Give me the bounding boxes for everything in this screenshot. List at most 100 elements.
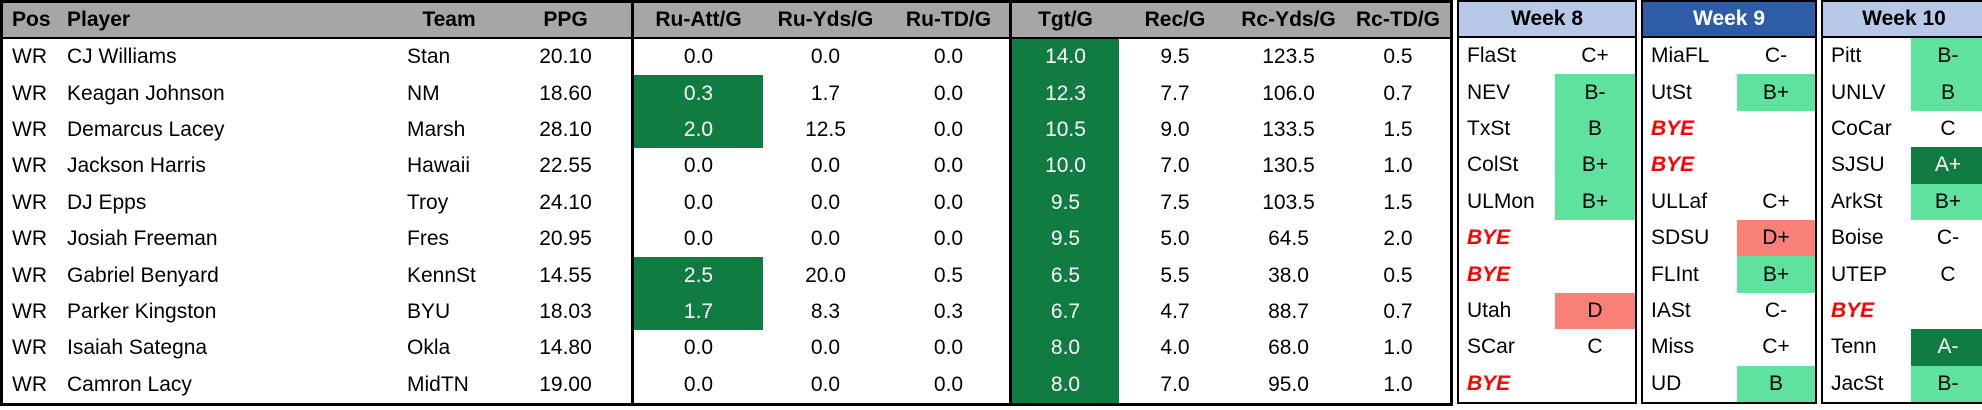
cell-ru-yds-g[interactable]: 0.0 — [810, 227, 841, 251]
header-tgt-g[interactable]: Tgt/G — [1009, 3, 1119, 39]
cell-opponent[interactable]: TxSt — [1467, 116, 1511, 140]
cell-ru-att-g[interactable]: 0.3 — [631, 75, 763, 112]
cell-opponent[interactable]: UTEP — [1831, 262, 1888, 286]
cell-ru-yds-g[interactable]: 0.0 — [810, 154, 841, 178]
header-pos[interactable]: Pos — [3, 3, 58, 39]
cell-ppg[interactable]: 14.55 — [539, 263, 592, 287]
cell-tgt-g[interactable]: 10.5 — [1009, 111, 1119, 149]
cell-tgt-g[interactable]: 10.0 — [1009, 148, 1119, 185]
cell-rc-yds-g[interactable]: 88.7 — [1268, 299, 1309, 323]
cell-rc-yds-g[interactable]: 106.0 — [1262, 81, 1315, 105]
cell-player[interactable]: Jackson Harris — [67, 154, 206, 178]
header-week8[interactable]: Week 8 — [1459, 2, 1635, 38]
cell-ru-yds-g[interactable]: 1.7 — [810, 81, 841, 105]
header-ru-td-g[interactable]: Ru-TD/G — [888, 3, 1009, 39]
cell-opponent[interactable]: Utah — [1467, 298, 1512, 322]
cell-grade[interactable]: C — [1587, 335, 1603, 359]
cell-rec-g[interactable]: 4.0 — [1160, 336, 1190, 360]
cell-tgt-g[interactable]: 6.5 — [1009, 257, 1119, 294]
cell-opponent[interactable]: SCar — [1467, 335, 1515, 359]
cell-grade[interactable] — [1555, 256, 1635, 292]
cell-ppg[interactable]: 20.95 — [539, 227, 592, 251]
header-ru-att-g[interactable]: Ru-Att/G — [631, 3, 763, 39]
cell-grade[interactable]: C — [1940, 262, 1956, 286]
cell-ru-yds-g[interactable]: 20.0 — [805, 263, 846, 287]
header-rec-g[interactable]: Rec/G — [1119, 3, 1231, 39]
cell-opponent[interactable]: ULLaf — [1651, 189, 1708, 213]
cell-team[interactable]: Hawaii — [407, 154, 471, 178]
cell-rc-td-g[interactable]: 1.0 — [1383, 154, 1413, 178]
cell-grade[interactable]: C — [1940, 116, 1956, 140]
cell-ru-td-g[interactable]: 0.0 — [933, 372, 964, 396]
cell-ru-yds-g[interactable]: 0.0 — [810, 45, 841, 69]
cell-ru-att-g[interactable]: 1.7 — [631, 293, 763, 331]
cell-rc-td-g[interactable]: 0.7 — [1383, 81, 1413, 105]
cell-tgt-g[interactable]: 8.0 — [1009, 330, 1119, 367]
cell-team[interactable]: NM — [407, 81, 440, 105]
cell-team[interactable]: KennSt — [407, 263, 476, 287]
cell-player[interactable]: Demarcus Lacey — [67, 117, 225, 141]
cell-rec-g[interactable]: 7.0 — [1160, 372, 1190, 396]
cell-grade[interactable]: B+ — [1737, 74, 1815, 111]
header-ru-yds-g[interactable]: Ru-Yds/G — [763, 3, 888, 39]
cell-player[interactable]: Keagan Johnson — [67, 81, 225, 105]
cell-rc-td-g[interactable]: 0.5 — [1383, 263, 1413, 287]
header-team[interactable]: Team — [398, 3, 500, 39]
cell-tgt-g[interactable]: 6.7 — [1009, 293, 1119, 331]
cell-ru-td-g[interactable]: 0.0 — [933, 336, 964, 360]
cell-grade[interactable]: B- — [1911, 38, 1982, 75]
cell-rc-yds-g[interactable]: 133.5 — [1262, 117, 1315, 141]
cell-player[interactable]: CJ Williams — [67, 45, 177, 69]
cell-ru-td-g[interactable]: 0.0 — [933, 117, 964, 141]
cell-player[interactable]: Camron Lacy — [67, 372, 192, 396]
cell-rec-g[interactable]: 4.7 — [1160, 299, 1190, 323]
cell-tgt-g[interactable]: 8.0 — [1009, 366, 1119, 403]
cell-ru-yds-g[interactable]: 0.0 — [810, 336, 841, 360]
cell-ppg[interactable]: 14.80 — [539, 336, 592, 360]
cell-opponent[interactable]: SJSU — [1831, 153, 1885, 177]
cell-rc-td-g[interactable]: 1.5 — [1383, 117, 1413, 141]
cell-grade[interactable] — [1737, 111, 1815, 147]
cell-opponent[interactable]: NEV — [1467, 80, 1511, 104]
cell-opponent[interactable]: JacSt — [1831, 371, 1884, 395]
cell-rec-g[interactable]: 9.5 — [1160, 45, 1190, 69]
cell-grade[interactable]: C+ — [1762, 189, 1790, 213]
cell-rc-td-g[interactable]: 1.0 — [1383, 336, 1413, 360]
cell-bye[interactable]: BYE — [1651, 116, 1695, 140]
cell-ru-att-g[interactable]: 0.0 — [631, 148, 763, 185]
cell-ru-att-g[interactable]: 0.0 — [631, 220, 763, 258]
cell-team[interactable]: Fres — [407, 227, 449, 251]
cell-ru-yds-g[interactable]: 0.0 — [810, 190, 841, 214]
cell-team[interactable]: BYU — [407, 299, 451, 323]
cell-ru-att-g[interactable]: 0.0 — [631, 184, 763, 221]
cell-pos[interactable]: WR — [12, 117, 47, 141]
cell-opponent[interactable]: ColSt — [1467, 153, 1519, 177]
cell-rc-td-g[interactable]: 0.5 — [1383, 45, 1413, 69]
header-week10[interactable]: Week 10 — [1823, 2, 1982, 38]
cell-opponent[interactable]: FlaSt — [1467, 44, 1517, 68]
cell-bye[interactable]: BYE — [1467, 262, 1511, 286]
cell-rc-td-g[interactable]: 1.0 — [1383, 372, 1413, 396]
cell-ppg[interactable]: 20.10 — [539, 45, 592, 69]
cell-rc-td-g[interactable]: 0.7 — [1383, 299, 1413, 323]
cell-grade[interactable]: B — [1911, 74, 1982, 111]
cell-opponent[interactable]: CoCar — [1831, 116, 1892, 140]
header-ppg[interactable]: PPG — [500, 3, 631, 39]
cell-ru-td-g[interactable]: 0.5 — [933, 263, 964, 287]
cell-ru-att-g[interactable]: 2.5 — [631, 257, 763, 294]
cell-grade[interactable]: A- — [1911, 329, 1982, 366]
cell-player[interactable]: Josiah Freeman — [67, 227, 218, 251]
cell-rec-g[interactable]: 9.0 — [1160, 117, 1190, 141]
cell-rc-yds-g[interactable]: 95.0 — [1268, 372, 1309, 396]
cell-ru-att-g[interactable]: 0.0 — [631, 366, 763, 403]
cell-ru-td-g[interactable]: 0.0 — [933, 154, 964, 178]
cell-ppg[interactable]: 28.10 — [539, 117, 592, 141]
cell-bye[interactable]: BYE — [1831, 298, 1875, 322]
cell-rec-g[interactable]: 7.7 — [1160, 81, 1190, 105]
cell-ru-td-g[interactable]: 0.0 — [933, 45, 964, 69]
cell-ru-yds-g[interactable]: 0.0 — [810, 372, 841, 396]
cell-ppg[interactable]: 18.60 — [539, 81, 592, 105]
header-rc-yds-g[interactable]: Rc-Yds/G — [1231, 3, 1346, 39]
cell-ru-td-g[interactable]: 0.0 — [933, 81, 964, 105]
cell-ppg[interactable]: 24.10 — [539, 190, 592, 214]
